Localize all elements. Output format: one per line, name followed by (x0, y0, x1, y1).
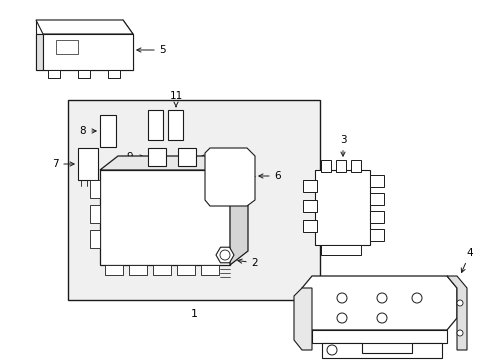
Bar (56, 40, 78, 54)
Polygon shape (204, 148, 254, 206)
Circle shape (220, 250, 229, 260)
Polygon shape (293, 288, 311, 350)
Polygon shape (311, 330, 446, 343)
Text: 2: 2 (237, 258, 258, 268)
Polygon shape (100, 156, 247, 170)
Polygon shape (229, 156, 247, 265)
Text: 6: 6 (258, 171, 281, 181)
Bar (303, 180, 316, 192)
Circle shape (376, 313, 386, 323)
Polygon shape (43, 34, 133, 70)
Text: 5: 5 (137, 45, 166, 55)
Circle shape (336, 313, 346, 323)
Bar (369, 175, 383, 187)
Bar (105, 265, 123, 275)
Text: 11: 11 (169, 91, 182, 107)
Bar (168, 110, 183, 140)
Bar (153, 265, 171, 275)
Text: 7: 7 (52, 159, 74, 169)
Bar (90, 230, 100, 248)
Bar (148, 148, 165, 166)
Bar (369, 211, 383, 223)
Bar (369, 193, 383, 205)
Text: 8: 8 (80, 126, 96, 136)
Bar (108, 70, 120, 78)
Polygon shape (36, 20, 133, 34)
Bar (314, 170, 369, 245)
Polygon shape (302, 276, 456, 330)
Bar (90, 180, 100, 198)
Polygon shape (446, 276, 466, 350)
Bar (78, 70, 90, 78)
Bar (303, 220, 316, 232)
Text: 1: 1 (190, 309, 197, 319)
Bar (335, 160, 346, 172)
Text: 9: 9 (126, 152, 144, 162)
Bar (100, 115, 116, 147)
Bar (129, 265, 147, 275)
Text: 10: 10 (200, 152, 222, 162)
Circle shape (456, 330, 462, 336)
Bar (320, 245, 360, 255)
Bar (90, 205, 100, 223)
Bar (177, 265, 195, 275)
Polygon shape (36, 34, 43, 70)
Text: 4: 4 (460, 248, 472, 273)
Bar (48, 70, 60, 78)
Text: 3: 3 (339, 135, 346, 156)
Circle shape (376, 293, 386, 303)
Bar (303, 200, 316, 212)
Circle shape (326, 345, 336, 355)
Circle shape (336, 293, 346, 303)
Bar (320, 160, 330, 172)
Bar (178, 148, 196, 166)
Circle shape (456, 300, 462, 306)
Bar (148, 110, 163, 140)
Polygon shape (321, 343, 441, 358)
Bar (78, 148, 98, 180)
Bar (100, 170, 229, 265)
Bar (68, 100, 319, 300)
Bar (350, 160, 360, 172)
Bar (201, 265, 219, 275)
Bar (369, 229, 383, 241)
Polygon shape (216, 247, 234, 263)
Circle shape (411, 293, 421, 303)
